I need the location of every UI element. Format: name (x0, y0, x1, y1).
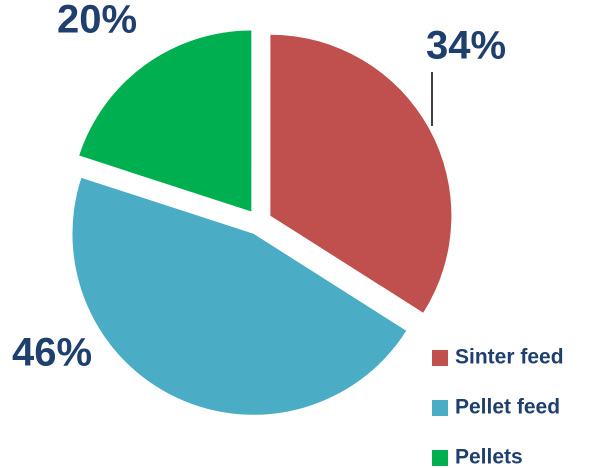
legend-label: Pellet feed (455, 396, 560, 419)
data-label: 20% (57, 0, 137, 42)
data-label: 46% (12, 331, 92, 375)
pie-slice (270, 34, 452, 313)
pie-slice (79, 30, 252, 212)
legend-swatch (432, 450, 448, 466)
legend-label: Sinter feed (455, 346, 564, 369)
legend-swatch (432, 400, 448, 416)
pie-slice (72, 177, 407, 415)
legend-swatch (432, 350, 448, 366)
legend-label: Pellets (455, 446, 523, 468)
data-label: 34% (426, 24, 506, 68)
